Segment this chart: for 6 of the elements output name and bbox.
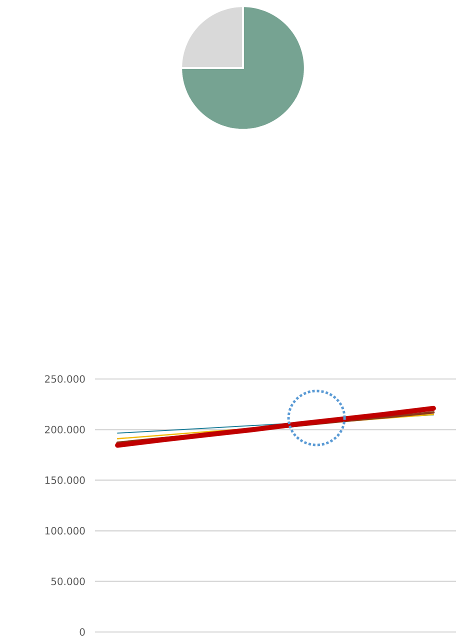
y-tick-label: 250.000	[45, 375, 85, 383]
y-tick-label: 0	[80, 628, 85, 636]
y-tick-label: 200.000	[45, 426, 85, 434]
y-tick-label: 150.000	[45, 476, 85, 484]
y-tick-label: 50.000	[51, 578, 85, 586]
y-tick-label: 100.000	[45, 527, 85, 535]
